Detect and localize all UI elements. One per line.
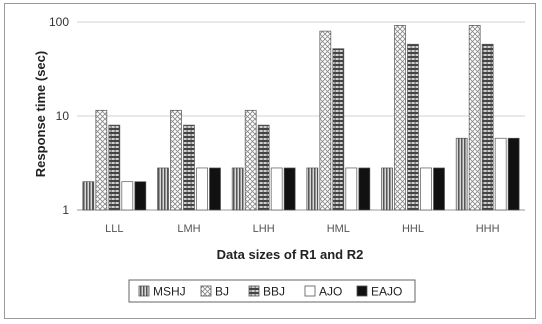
bar-eajo-lll <box>134 181 147 211</box>
chart-frame: Response time (sec) 1 10 100 LLL LMH LHH HML H… <box>4 3 536 319</box>
x-tick-label: LHH <box>253 223 275 235</box>
bar-bbj-hml <box>332 48 345 211</box>
x-tick-label: LLL <box>105 223 123 235</box>
bar-bj-hhh <box>468 25 481 211</box>
x-tick-label: HML <box>327 223 350 235</box>
chart-svg: Response time (sec) 1 10 100 LLL LMH LHH HML H… <box>33 15 525 303</box>
bar-mshj-hhl <box>381 167 393 211</box>
bar-eajo-hhl <box>433 167 445 211</box>
bar-ajo-hml <box>345 167 358 211</box>
x-tick-label: LMH <box>177 223 200 235</box>
bar-mshj-lhh <box>231 167 244 211</box>
x-tick-label: HHL <box>402 223 424 235</box>
y-axis-label: Response time (sec) <box>33 51 48 177</box>
bar-eajo-lmh <box>209 167 221 211</box>
legend-label-ajo: AJO <box>319 285 342 299</box>
legend-label-eajo: EAJO <box>371 285 402 299</box>
x-tick-labels: LLL LMH LHH HML HHL HHH <box>105 223 499 235</box>
bar-bbj-hhl <box>407 43 419 211</box>
bar-eajo-lhh <box>283 167 296 211</box>
legend: MSHJ BJ BBJ AJO EAJO <box>128 279 416 303</box>
legend-label-bbj: BBJ <box>263 285 285 299</box>
bar-ajo-hhh <box>494 137 507 211</box>
x-axis-label: Data sizes of R1 and R2 <box>217 247 364 262</box>
y-tick-labels: 1 10 100 <box>49 15 69 217</box>
bar-mshj-hhh <box>455 137 468 211</box>
bar-bj-hml <box>319 30 332 211</box>
bar-mshj-hml <box>306 167 319 211</box>
bar-mshj-lll <box>82 181 95 211</box>
bar-eajo-hhh <box>507 137 520 211</box>
bar-ajo-lhh <box>270 167 283 211</box>
bar-mshj-lmh <box>157 167 169 211</box>
legend-label-mshj: MSHJ <box>153 285 186 299</box>
y-tick-label: 10 <box>56 109 70 123</box>
bar-bj-lhh <box>244 109 257 211</box>
legend-swatch-bbj <box>248 285 260 297</box>
bar-ajo-hhl <box>420 167 432 211</box>
legend-label-bj: BJ <box>215 285 229 299</box>
bar-bj-hhl <box>394 25 406 211</box>
legend-swatch-mshj <box>138 285 150 297</box>
y-tick-label: 1 <box>62 203 69 217</box>
x-tick-label: HHH <box>476 223 500 235</box>
legend-swatch-eajo <box>356 285 368 297</box>
legend-swatch-bj <box>200 285 212 297</box>
plot-area <box>77 21 525 211</box>
bar-bbj-lll <box>108 124 121 211</box>
bar-bj-lmh <box>170 109 182 211</box>
bar-ajo-lmh <box>196 167 208 211</box>
bar-bj-lll <box>95 109 108 211</box>
bar-eajo-hml <box>358 167 371 211</box>
bar-bbj-lhh <box>257 124 270 211</box>
bar-ajo-lll <box>121 181 134 211</box>
legend-box <box>128 279 416 303</box>
legend-swatch-ajo <box>304 285 316 297</box>
y-tick-label: 100 <box>49 15 69 29</box>
bar-bbj-hhh <box>481 43 494 211</box>
bar-bbj-lmh <box>183 124 195 211</box>
